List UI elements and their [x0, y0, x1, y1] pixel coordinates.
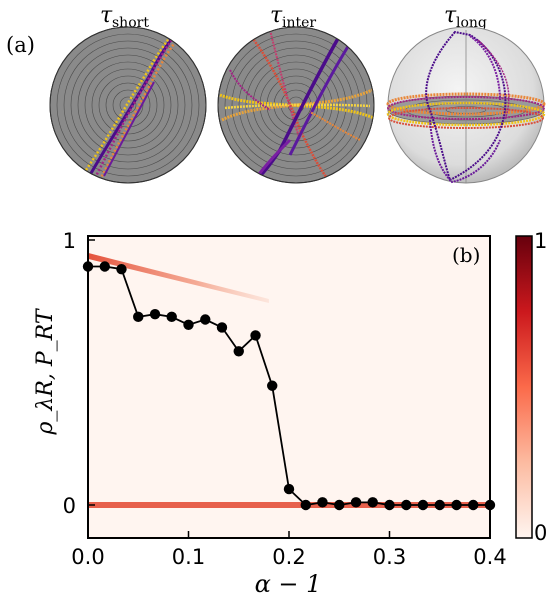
title-inter-base: τ: [270, 3, 283, 28]
heat-band-1: [88, 502, 490, 508]
colorbar-min-label: 0: [534, 521, 547, 545]
x-axis-label: α − 1: [255, 570, 322, 598]
heatmap-bands: [88, 252, 490, 508]
data-point: [200, 314, 211, 325]
x-tick-label: 0.4: [473, 545, 506, 569]
title-long-base: τ: [444, 3, 457, 28]
x-tick-label: 0.1: [172, 545, 205, 569]
data-point: [350, 497, 362, 508]
data-point: [468, 499, 479, 511]
data-point: [401, 499, 412, 511]
data-point: [149, 309, 161, 320]
x-tick-label: 0.3: [373, 545, 406, 569]
data-point: [216, 322, 228, 333]
data-point: [183, 319, 194, 330]
sphere-short: [49, 26, 207, 184]
data-point: [233, 346, 244, 357]
colorbar-max-label: 1: [534, 229, 547, 253]
data-point: [166, 311, 177, 323]
data-point: [250, 330, 261, 341]
data-point: [451, 499, 462, 511]
data-point: [417, 499, 429, 511]
ticks-layer: 0.0 0.1 0.2 0.3 0.4 0 1: [63, 229, 507, 569]
data-point: [367, 497, 378, 508]
data-point: [384, 499, 395, 511]
data-point: [116, 263, 127, 275]
sphere-inter: [217, 26, 375, 184]
data-point: [334, 499, 345, 511]
data-point: [434, 499, 445, 511]
sphere-long: [386, 26, 546, 184]
colorbar-gradient: [515, 235, 533, 539]
x-tick-label: 0.0: [71, 545, 104, 569]
y-tick-label: 0: [63, 494, 76, 518]
data-point: [267, 380, 278, 391]
panel-b-label: (b): [452, 243, 480, 267]
series-layer: [82, 261, 496, 511]
data-point: [317, 497, 328, 508]
heat-band-0: [88, 252, 269, 303]
y-tick-label: 1: [63, 229, 76, 253]
data-point: [133, 311, 144, 323]
plot-b: 0.0 0.1 0.2 0.3 0.4 0 1 (b): [63, 229, 507, 569]
data-point: [99, 261, 110, 272]
colorbar: 1 0: [515, 229, 547, 545]
data-point: [300, 499, 311, 511]
y-axis-label: ρ_λR, P_RT: [33, 307, 58, 435]
title-short-base: τ: [100, 3, 113, 28]
x-tick-label: 0.2: [272, 545, 305, 569]
data-point: [283, 483, 295, 495]
panel-a-label: (a): [6, 33, 35, 57]
trajectories-short: [84, 29, 181, 181]
